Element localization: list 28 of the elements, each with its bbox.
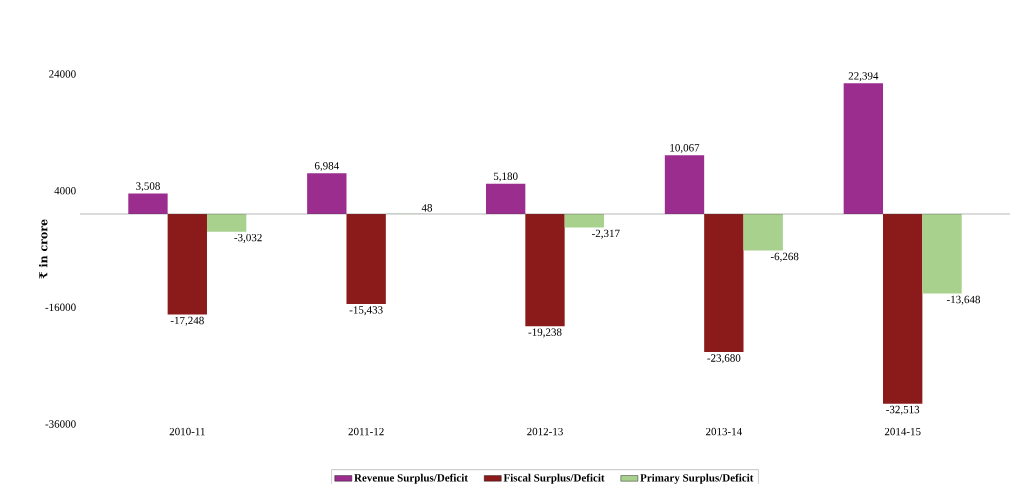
- x-tick-label: 2011-12: [348, 427, 384, 436]
- data-label: -32,513: [886, 405, 920, 415]
- y-axis-title: ₹ in crore: [38, 219, 48, 279]
- data-label: 5,180: [493, 172, 518, 182]
- y-tick-label: -16000: [45, 303, 76, 312]
- data-label: 10,067: [670, 144, 700, 154]
- y-tick-label: 24000: [49, 70, 76, 78]
- legend-label: Revenue Surplus/Deficit: [354, 473, 468, 484]
- x-tick-label: 2012-13: [527, 427, 563, 436]
- data-label: -19,238: [528, 328, 562, 338]
- legend-label: Fiscal Surplus/Deficit: [503, 473, 605, 484]
- x-tick-label: 2014-15: [884, 427, 921, 436]
- data-label: -13,648: [946, 295, 981, 305]
- data-label: -2,317: [592, 229, 620, 239]
- data-label: -6,268: [770, 252, 799, 262]
- data-label: -3,032: [234, 233, 262, 243]
- x-tick-label: 2010-11: [169, 427, 205, 436]
- data-label: 3,508: [136, 182, 160, 192]
- data-label: 6,984: [314, 162, 340, 172]
- data-label: -23,680: [707, 354, 741, 364]
- data-label: 22,394: [848, 72, 879, 82]
- data-label: -15,433: [349, 306, 383, 316]
- data-label: -17,248: [170, 316, 204, 326]
- y-tick-label: -36000: [45, 420, 76, 428]
- x-tick-label: 2013-14: [706, 427, 743, 436]
- data-label: 48: [421, 204, 433, 212]
- y-tick-label: 4000: [54, 186, 76, 195]
- legend-label: Primary Surplus/Deficit: [640, 473, 754, 484]
